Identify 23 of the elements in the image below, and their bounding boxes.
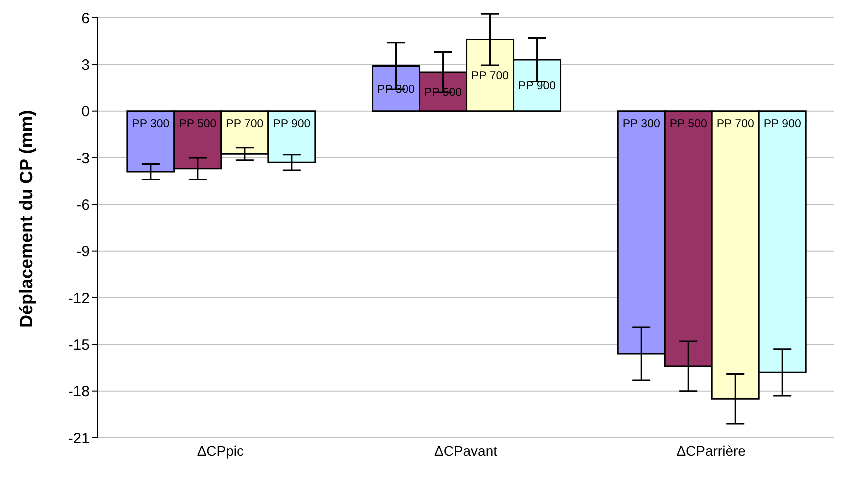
y-tick-label: -15 <box>68 336 90 354</box>
series-label: PP 300 <box>132 118 170 130</box>
text: PP 300 <box>622 118 660 130</box>
x-tick-label: ΔCPpic <box>197 442 244 459</box>
y-tick-label: 6 <box>82 10 90 28</box>
text: PP 700 <box>472 70 510 83</box>
y-tick-label: -9 <box>76 244 90 261</box>
series-label: PP 900 <box>273 118 311 130</box>
y-tick-label: 3 <box>82 56 90 74</box>
y-tick-label: -6 <box>76 196 90 214</box>
y-tick-label: -3 <box>76 150 90 168</box>
text: PP 500 <box>670 118 708 130</box>
y-tick-label: 0 <box>82 104 90 121</box>
x-tick-label: ΔCPavant <box>434 442 498 459</box>
x-tick-label: ΔCParrière <box>676 442 746 459</box>
text: PP 900 <box>764 118 802 130</box>
series-label: PP 700 <box>226 118 264 130</box>
series-label: PP 500 <box>179 118 217 130</box>
y-tick-label: -12 <box>68 290 90 308</box>
y-tick-label: -18 <box>68 384 90 401</box>
y-axis-title: Déplacement du CP (mm) <box>16 110 36 328</box>
y-tick-label: -21 <box>68 430 90 448</box>
text: PP 700 <box>716 118 754 130</box>
